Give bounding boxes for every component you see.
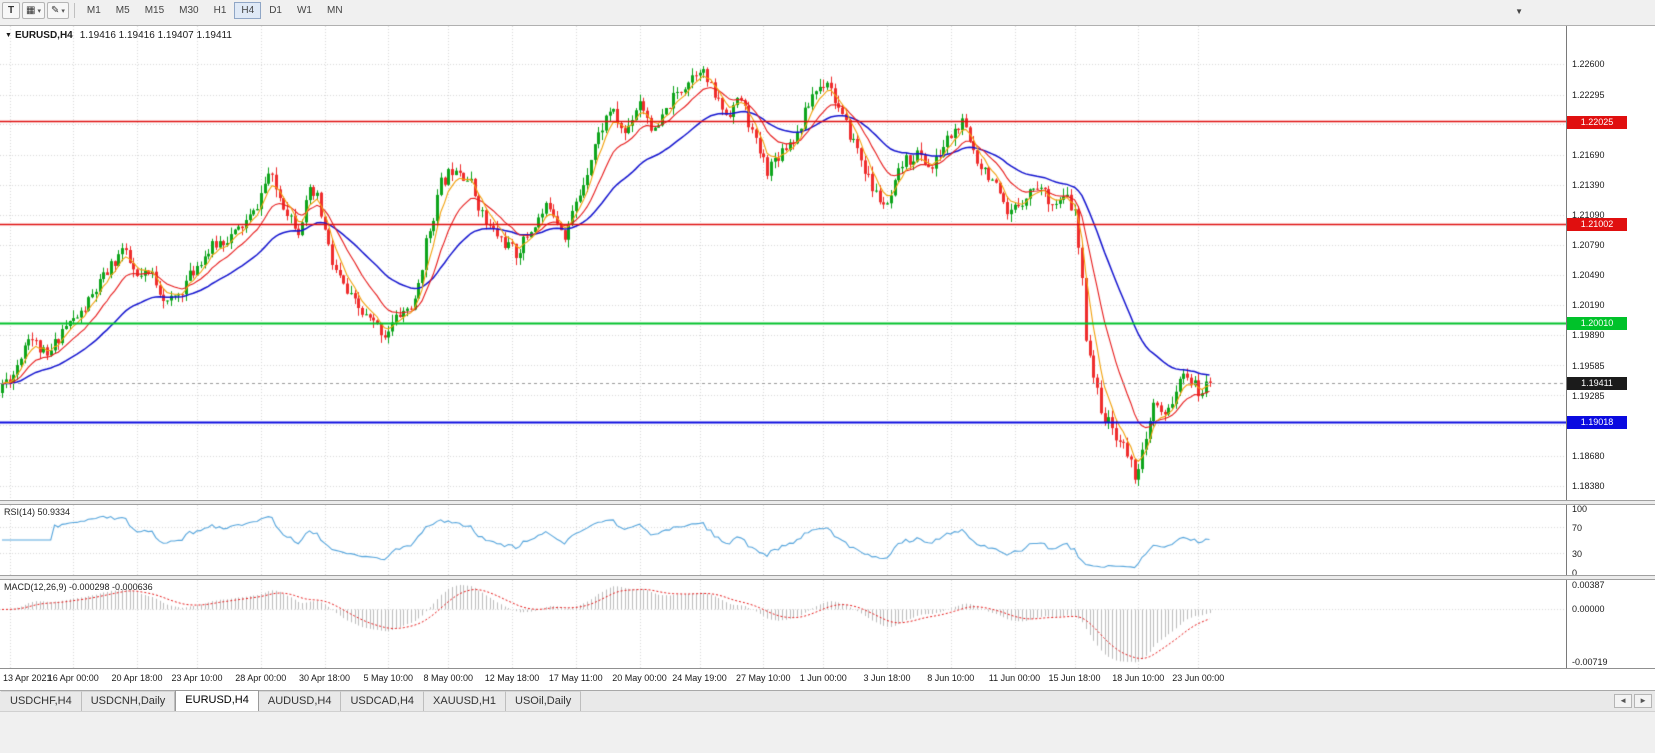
time-axis-label: 23 Apr 10:00 — [171, 673, 223, 683]
toolbar-separator — [73, 3, 75, 18]
time-axis-label: 8 May 00:00 — [423, 673, 474, 683]
time-axis-label: 5 May 10:00 — [363, 673, 414, 683]
chart-menu-chevron-icon[interactable]: ▼ — [1515, 7, 1523, 16]
time-axis-label: 23 Jun 00:00 — [1172, 673, 1225, 683]
chart-title: ▼ EURUSD,H4 1.19416 1.19416 1.19407 1.19… — [5, 30, 232, 41]
level-price-badge: 1.20010 — [1567, 317, 1627, 330]
timeframe-toolbar: M1 M5 M15 M30 H1 H4 D1 W1 MN — [80, 2, 351, 19]
rsi-axis-label: 30 — [1572, 548, 1583, 559]
timeframe-button-m30[interactable]: M30 — [179, 5, 199, 16]
time-axis-label: 8 Jun 10:00 — [927, 673, 975, 683]
symbol-dropdown-icon: ▼ — [5, 32, 12, 39]
timeframe-button-mn[interactable]: MN — [326, 5, 343, 16]
price-axis-label: 1.21390 — [1572, 180, 1605, 190]
macd-axis-label: 0.00387 — [1572, 579, 1605, 590]
drawing-tools-button[interactable]: ✎ ▾ — [46, 2, 69, 19]
level-price-badge: 1.19018 — [1567, 416, 1627, 430]
time-axis-label: 27 May 10:00 — [735, 673, 791, 683]
time-axis-label: 1 Jun 00:00 — [799, 673, 847, 683]
chart-tab-eurusd-h4[interactable]: EURUSD,H4 — [175, 690, 259, 711]
price-axis-label: 1.21090 — [1572, 210, 1605, 220]
price-axis-label: 1.20790 — [1572, 240, 1605, 250]
rsi-indicator-label: RSI(14) 50.9334 — [4, 507, 71, 517]
chart-tabs: USDCHF,H4 USDCNH,Daily EURUSD,H4 AUDUSD,H4 U… — [0, 690, 1655, 711]
price-axis-label: 1.22600 — [1572, 59, 1605, 69]
rsi-axis-label: 70 — [1572, 523, 1583, 534]
tabs-scroll-right-button[interactable]: ► — [1634, 694, 1652, 708]
current-price-badge: 1.19411 — [1567, 376, 1627, 390]
chart-tab-usdcnh-daily[interactable]: USDCNH,Daily — [81, 691, 176, 711]
chart-tab-usdchf-h4[interactable]: USDCHF,H4 — [1, 691, 82, 711]
rsi-axis-label: 0 — [1572, 568, 1578, 578]
toolbar-handle-button[interactable]: T — [2, 2, 20, 19]
time-axis-label: 16 Apr 00:00 — [47, 673, 99, 683]
time-axis-label: 28 Apr 00:00 — [235, 673, 287, 683]
status-bar — [0, 711, 1655, 753]
main-chart-canvas[interactable] — [0, 26, 1566, 500]
time-axis[interactable] — [0, 668, 1655, 690]
time-axis-label: 12 May 18:00 — [484, 673, 540, 683]
macd-axis-label: -0.00719 — [1572, 657, 1608, 668]
time-axis-label: 20 Apr 18:00 — [111, 673, 163, 683]
timeframe-button-w1[interactable]: W1 — [296, 5, 312, 16]
price-axis-label: 1.19285 — [1572, 390, 1605, 401]
timeframe-button-m15[interactable]: M15 — [144, 5, 165, 16]
macd-axis-label: 0.00000 — [1572, 604, 1605, 615]
timeframe-button-h4[interactable]: H4 — [234, 2, 262, 19]
chevron-down-icon: ▾ — [37, 7, 41, 15]
price-axis[interactable] — [1566, 26, 1655, 668]
time-axis-label: 15 Jun 18:00 — [1048, 673, 1101, 683]
chevron-down-icon: ▾ — [61, 7, 65, 15]
timeframe-button-m1[interactable]: M1 — [86, 5, 101, 16]
candlestick-chart-icon: ▦ — [26, 4, 36, 16]
price-axis-label: 1.22295 — [1572, 89, 1605, 100]
time-axis-label: 3 Jun 18:00 — [863, 673, 911, 683]
macd-indicator-label: MACD(12,26,9) -0.000298 -0.000636 — [4, 582, 153, 592]
price-axis-label: 1.18380 — [1572, 481, 1605, 491]
time-axis-label: 11 Jun 00:00 — [988, 673, 1041, 683]
chart-tab-usoil-daily[interactable]: USOil,Daily — [506, 691, 582, 711]
rsi-canvas[interactable] — [0, 505, 1566, 575]
chart-tab-audusd-h4[interactable]: AUDUSD,H4 — [258, 691, 342, 711]
level-price-badge: 1.21002 — [1567, 217, 1627, 231]
timeframe-button-m5[interactable]: M5 — [115, 5, 130, 16]
time-axis-label: 20 May 00:00 — [612, 673, 667, 683]
pencil-icon: ✎ — [50, 4, 60, 16]
time-axis-label: 24 May 19:00 — [672, 673, 727, 683]
time-axis-label: 18 Jun 10:00 — [1112, 673, 1165, 683]
timeframe-button-d1[interactable]: D1 — [269, 5, 282, 16]
tabs-scroll-left-button[interactable]: ◄ — [1614, 694, 1633, 708]
chart-symbol-label: EURUSD,H4 — [14, 30, 73, 41]
price-axis-label: 1.19585 — [1572, 360, 1605, 371]
pane-separator[interactable] — [0, 575, 1655, 580]
level-price-badge: 1.22025 — [1567, 115, 1627, 129]
tabs-scroll-controls: ◄ ► — [1612, 694, 1652, 708]
price-axis-label: 1.18680 — [1572, 451, 1605, 461]
time-axis-label: 30 Apr 18:00 — [298, 673, 351, 683]
price-axis-label: 1.20490 — [1572, 270, 1605, 280]
rsi-axis-label: 100 — [1572, 504, 1588, 514]
time-axis-label: 17 May 11:00 — [548, 673, 603, 683]
top-toolbar: T ▦ ▾ ✎ ▾ M1 M5 M15 M30 H1 H4 D1 W1 MN ▼ — [0, 0, 1655, 26]
price-axis-label: 1.21690 — [1572, 150, 1605, 160]
chart-tabs-bar: USDCHF,H4 USDCNH,Daily EURUSD,H4 AUDUSD,H4 U… — [0, 690, 1655, 711]
price-axis-label: 1.19890 — [1572, 330, 1605, 340]
price-axis-label: 1.20190 — [1572, 300, 1605, 310]
macd-canvas[interactable] — [0, 580, 1566, 668]
chart-type-button[interactable]: ▦ ▾ — [22, 2, 45, 19]
timeframe-button-h1[interactable]: H1 — [213, 5, 227, 16]
chart-tab-usdcad-h4[interactable]: USDCAD,H4 — [341, 691, 425, 711]
chart-ohlc-values: 1.19416 1.19416 1.19407 1.19411 — [79, 30, 232, 41]
pane-separator[interactable] — [0, 500, 1655, 505]
chart-tab-xauusd-h1[interactable]: XAUUSD,H1 — [424, 691, 506, 711]
time-axis-label: 13 Apr 2021 — [3, 673, 52, 683]
